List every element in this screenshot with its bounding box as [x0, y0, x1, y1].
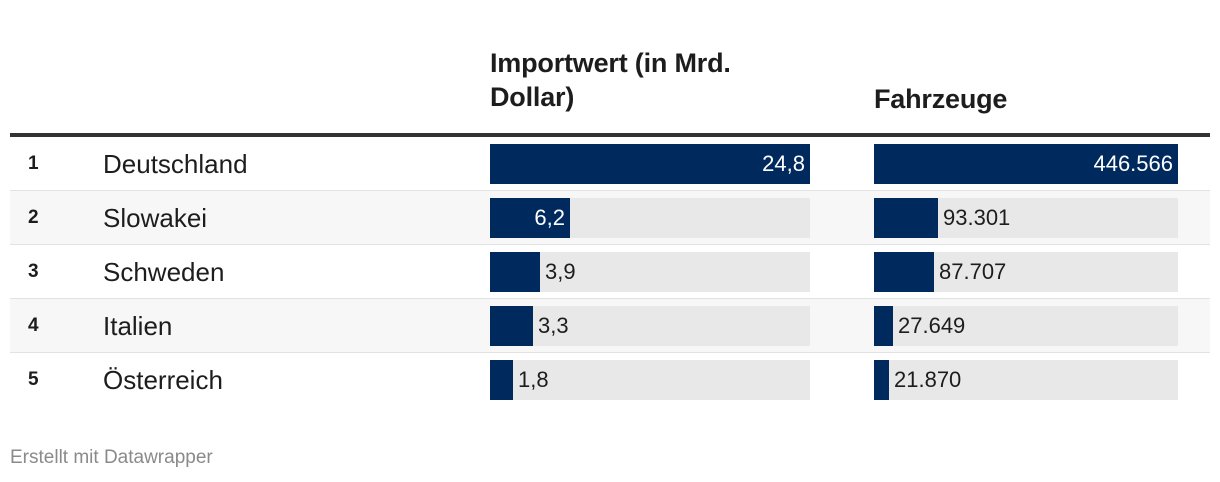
table-row: 1 Deutschland 24,8 446.566	[10, 137, 1210, 191]
vehicles-bar	[874, 144, 1178, 184]
import-value-column-header: Importwert (in Mrd. Dollar)	[490, 48, 731, 112]
vehicles-bar	[874, 198, 938, 238]
row-rank: 5	[28, 369, 39, 390]
vehicles-column-header: Fahrzeuge	[874, 84, 1008, 114]
credit-footer: Erstellt mit Datawrapper	[10, 447, 213, 468]
import-bar	[490, 306, 533, 346]
import-bar-track: 1,8	[490, 360, 810, 400]
import-bar	[490, 198, 570, 238]
import-bar	[490, 144, 810, 184]
vehicles-bar-track: 27.649	[874, 306, 1178, 346]
table-row: 2 Slowakei 6,2 93.301	[10, 191, 1210, 245]
row-country: Österreich	[103, 365, 223, 395]
vehicles-bar	[874, 252, 934, 292]
import-value-label: 3,3	[538, 313, 569, 338]
vehicles-value-label: 87.707	[939, 259, 1007, 284]
vehicles-bar	[874, 306, 893, 346]
row-rank: 3	[28, 261, 39, 282]
header-rule	[10, 133, 1210, 137]
row-rank: 1	[28, 153, 39, 174]
row-country: Italien	[103, 311, 173, 341]
import-bar-track: 6,2	[490, 198, 810, 238]
row-country: Deutschland	[103, 149, 248, 179]
table-row: 3 Schweden 3,9 87.707	[10, 245, 1210, 299]
vehicles-value-label: 93.301	[943, 205, 1011, 230]
vehicles-value-label: 446.566	[1093, 151, 1173, 176]
import-value-label: 6,2	[534, 205, 565, 230]
import-bar-track: 24,8	[490, 144, 810, 184]
row-country: Schweden	[103, 257, 225, 287]
import-bar	[490, 360, 513, 400]
table-row: 5 Österreich 1,8 21.870	[10, 353, 1210, 407]
row-rank: 2	[28, 207, 39, 228]
row-country: Slowakei	[103, 203, 208, 233]
table-header: Importwert (in Mrd. Dollar) Fahrzeuge	[0, 0, 1220, 134]
vehicles-bar-track: 93.301	[874, 198, 1178, 238]
vehicles-value-label: 21.870	[894, 367, 962, 392]
vehicles-bar	[874, 360, 889, 400]
vehicles-bar-track: 21.870	[874, 360, 1178, 400]
import-value-label: 3,9	[545, 259, 576, 284]
vehicles-bar-track: 87.707	[874, 252, 1178, 292]
vehicles-value-label: 27.649	[898, 313, 966, 338]
row-rank: 4	[28, 315, 39, 336]
import-bar	[490, 252, 540, 292]
import-bar-track: 3,9	[490, 252, 810, 292]
table-row: 4 Italien 3,3 27.649	[10, 299, 1210, 353]
import-bar-track: 3,3	[490, 306, 810, 346]
import-value-label: 24,8	[762, 151, 805, 176]
import-value-label: 1,8	[518, 367, 549, 392]
vehicles-bar-track: 446.566	[874, 144, 1178, 184]
